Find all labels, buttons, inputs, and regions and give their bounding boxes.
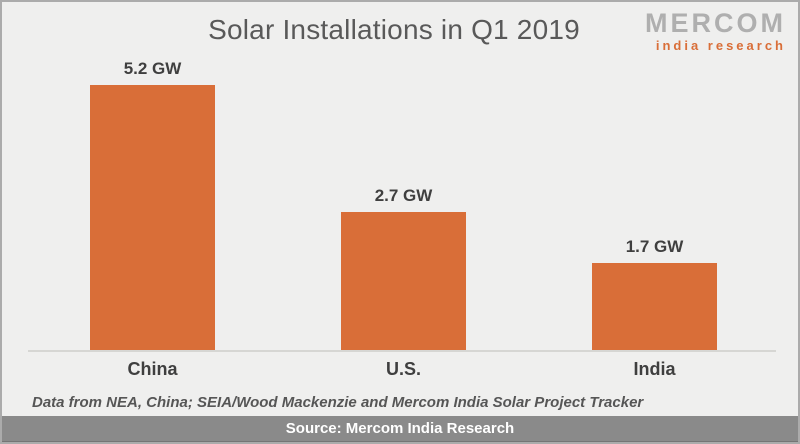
logo-wordmark: MERCOM (645, 8, 786, 38)
chart-title: Solar Installations in Q1 2019 (208, 14, 580, 45)
mercom-logo: MERCOM india research (645, 8, 786, 53)
source-bar: Source: Mercom India Research (2, 416, 798, 442)
logo-tagline: india research (655, 38, 786, 53)
category-label: China (127, 359, 178, 379)
bar (90, 85, 215, 350)
category-label: U.S. (385, 359, 421, 379)
x-axis-line (28, 350, 776, 352)
data-source-footnote: Data from NEA, China; SEIA/Wood Mackenzi… (32, 394, 644, 411)
bar-column-india: 1.7 GW (592, 57, 717, 350)
bar-column-china: 5.2 GW (90, 57, 215, 350)
bar (341, 212, 466, 350)
bar (592, 263, 717, 350)
bar-value-label: 5.2 GW (123, 59, 182, 78)
bar-value-label: 1.7 GW (625, 237, 684, 256)
bar-column-us: 2.7 GW (341, 57, 466, 350)
category-label: India (633, 359, 676, 379)
bar-value-label: 2.7 GW (374, 186, 433, 205)
